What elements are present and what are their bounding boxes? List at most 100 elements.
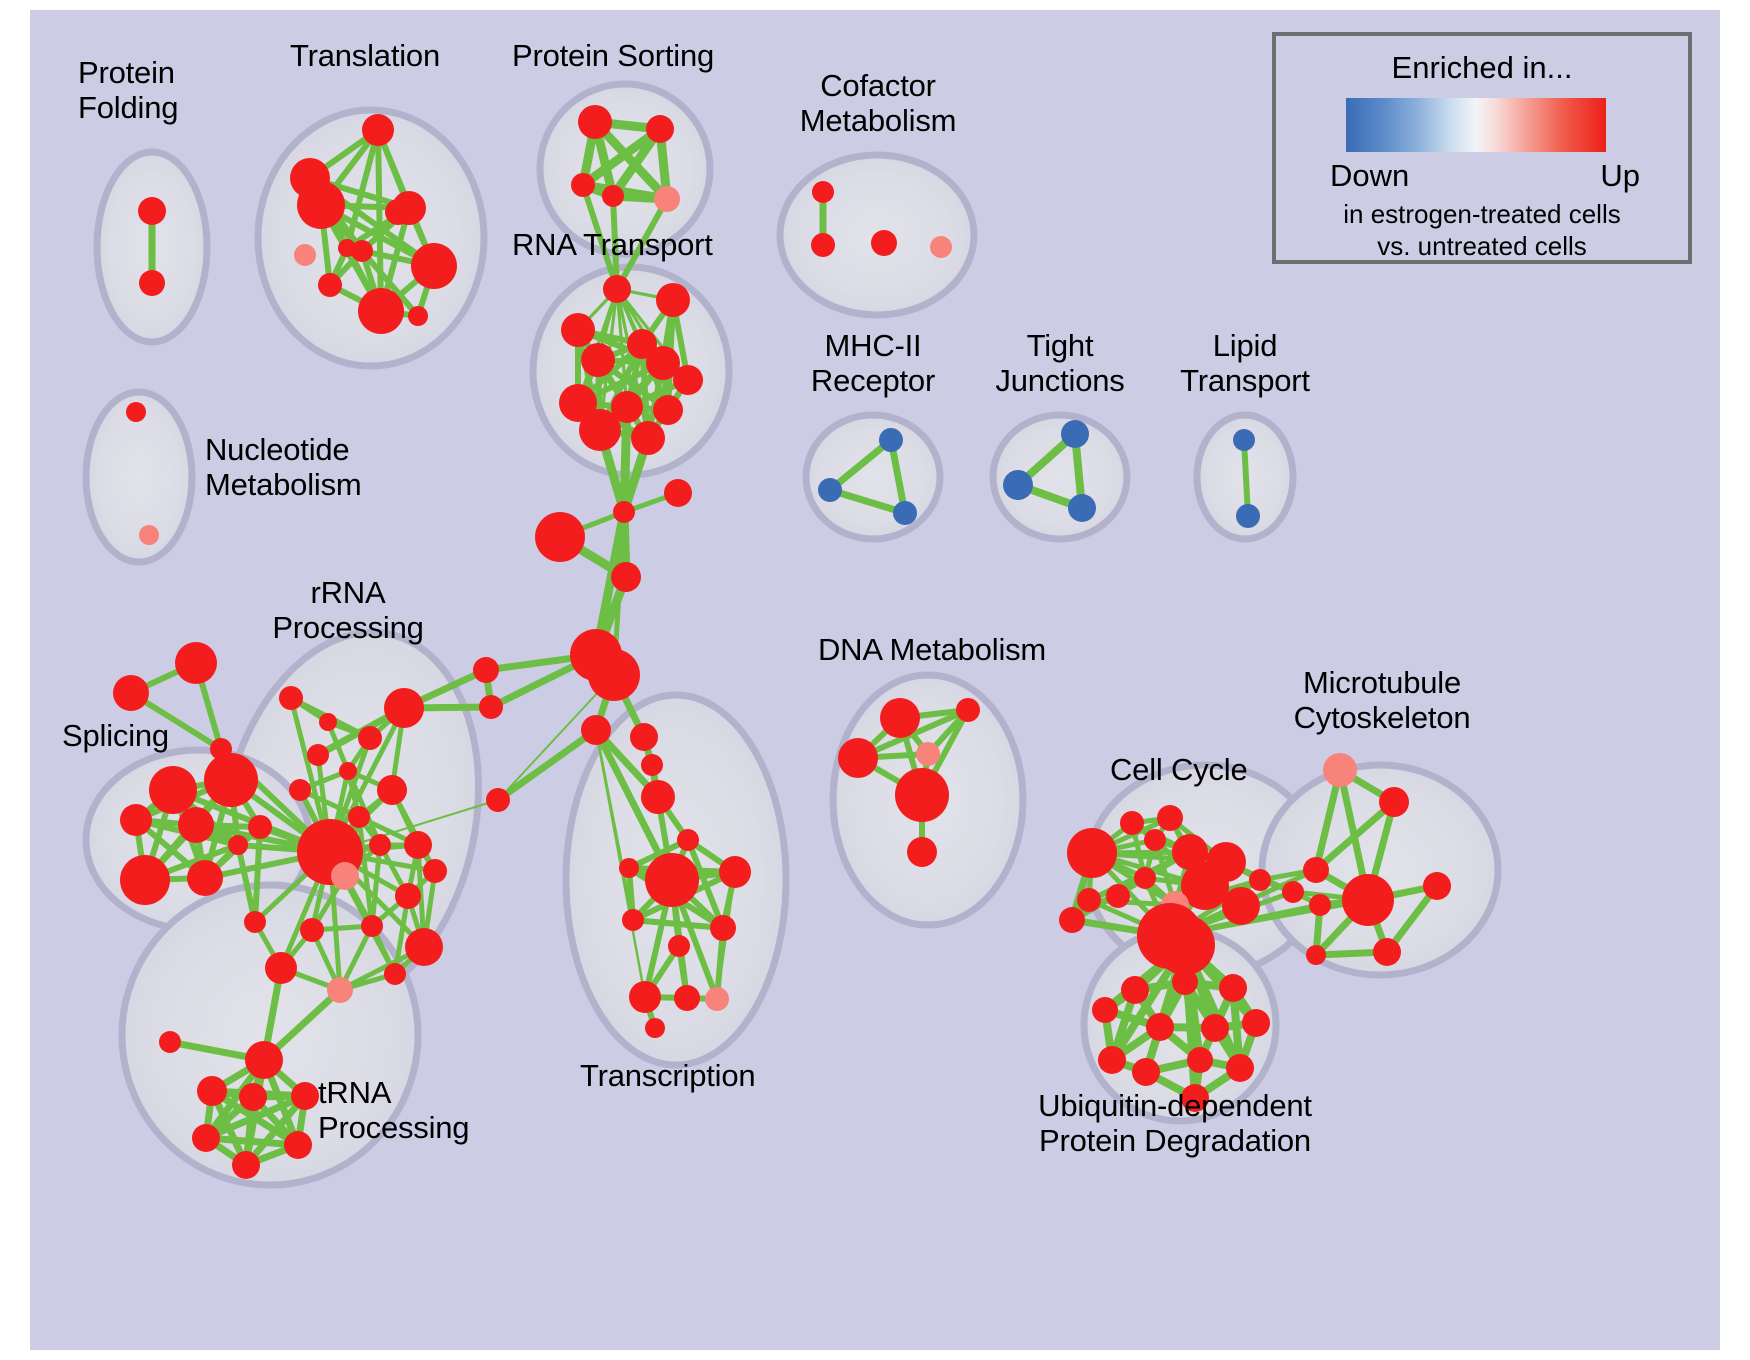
node — [581, 715, 611, 745]
node — [622, 909, 644, 931]
node — [289, 779, 311, 801]
node — [1226, 1054, 1254, 1082]
node — [248, 815, 272, 839]
node — [351, 240, 373, 262]
legend-subtitle-1: in estrogen-treated cells — [1343, 199, 1621, 229]
node — [1003, 470, 1033, 500]
node — [1120, 811, 1144, 835]
cluster-label-translation: Translation — [290, 38, 440, 73]
node — [1077, 888, 1101, 912]
node — [192, 1124, 220, 1152]
node — [297, 181, 345, 229]
node — [138, 197, 166, 225]
node — [1155, 915, 1215, 975]
node — [1059, 907, 1085, 933]
node — [1249, 869, 1271, 891]
legend-subtitle-2: vs. untreated cells — [1377, 231, 1587, 261]
node — [204, 753, 258, 807]
node — [603, 275, 631, 303]
node — [1306, 945, 1326, 965]
cluster-label-rrna-processing: rRNA Processing — [272, 575, 424, 646]
node — [113, 675, 149, 711]
node — [838, 738, 878, 778]
node — [159, 1031, 181, 1053]
node — [1309, 894, 1331, 916]
node — [362, 114, 394, 146]
node — [319, 713, 337, 731]
cluster-label-mhc-ii-receptor: MHC-II Receptor — [810, 328, 936, 399]
node — [812, 181, 834, 203]
cluster-label-cofactor-metabolism: Cofactor Metabolism — [799, 68, 957, 139]
node — [719, 856, 751, 888]
node — [811, 233, 835, 257]
node — [369, 834, 391, 856]
node — [1219, 974, 1247, 1002]
node — [1233, 429, 1255, 451]
node — [677, 829, 699, 851]
node — [916, 742, 940, 766]
cluster-label-trna-processing: tRNA Processing — [318, 1075, 470, 1146]
node — [358, 726, 382, 750]
node — [1303, 857, 1329, 883]
node — [611, 562, 641, 592]
node — [479, 695, 503, 719]
node — [385, 199, 411, 225]
node — [348, 806, 370, 828]
node — [291, 1082, 319, 1110]
node — [1379, 787, 1409, 817]
node — [1134, 867, 1156, 889]
cluster-label-rna-transport: RNA Transport — [512, 227, 713, 262]
node — [377, 775, 407, 805]
node — [318, 273, 342, 297]
node — [630, 723, 658, 751]
node — [423, 859, 447, 883]
cluster-label-protein-folding: Protein Folding — [78, 55, 179, 126]
node — [294, 244, 316, 266]
legend-title: Enriched in... — [1391, 50, 1573, 85]
node — [602, 185, 624, 207]
node — [126, 402, 146, 422]
node — [535, 512, 585, 562]
node — [284, 1131, 312, 1159]
node — [1067, 828, 1117, 878]
node — [139, 270, 165, 296]
cluster-label-cell-cycle: Cell Cycle — [1110, 752, 1248, 787]
node — [1181, 1084, 1209, 1112]
cluster-label-microtubule-cytoskeleton: Microtubule Cytoskeleton — [1293, 665, 1471, 736]
network-nodes — [113, 105, 1451, 1179]
node — [1132, 1058, 1160, 1086]
node — [956, 698, 980, 722]
node — [559, 384, 597, 422]
node — [561, 313, 595, 347]
node — [1187, 1047, 1213, 1073]
node — [674, 985, 700, 1011]
node — [384, 688, 424, 728]
node — [1206, 842, 1246, 882]
node — [1201, 1014, 1229, 1042]
node — [1061, 420, 1089, 448]
node — [404, 831, 432, 859]
node — [871, 230, 897, 256]
node — [654, 186, 680, 212]
node — [1106, 884, 1130, 908]
node — [120, 855, 170, 905]
node — [588, 649, 640, 701]
node — [653, 395, 683, 425]
node — [641, 780, 675, 814]
node — [619, 858, 639, 878]
node — [1423, 872, 1451, 900]
node — [1242, 1009, 1270, 1037]
legend-low-label: Down — [1330, 158, 1410, 193]
node — [818, 478, 842, 502]
node — [338, 239, 356, 257]
node — [579, 409, 621, 451]
node — [265, 952, 297, 984]
node — [175, 642, 217, 684]
node — [656, 283, 690, 317]
node — [1222, 887, 1260, 925]
node — [405, 928, 443, 966]
node — [1157, 805, 1183, 831]
node — [613, 501, 635, 523]
node — [327, 977, 353, 1003]
node — [895, 768, 949, 822]
